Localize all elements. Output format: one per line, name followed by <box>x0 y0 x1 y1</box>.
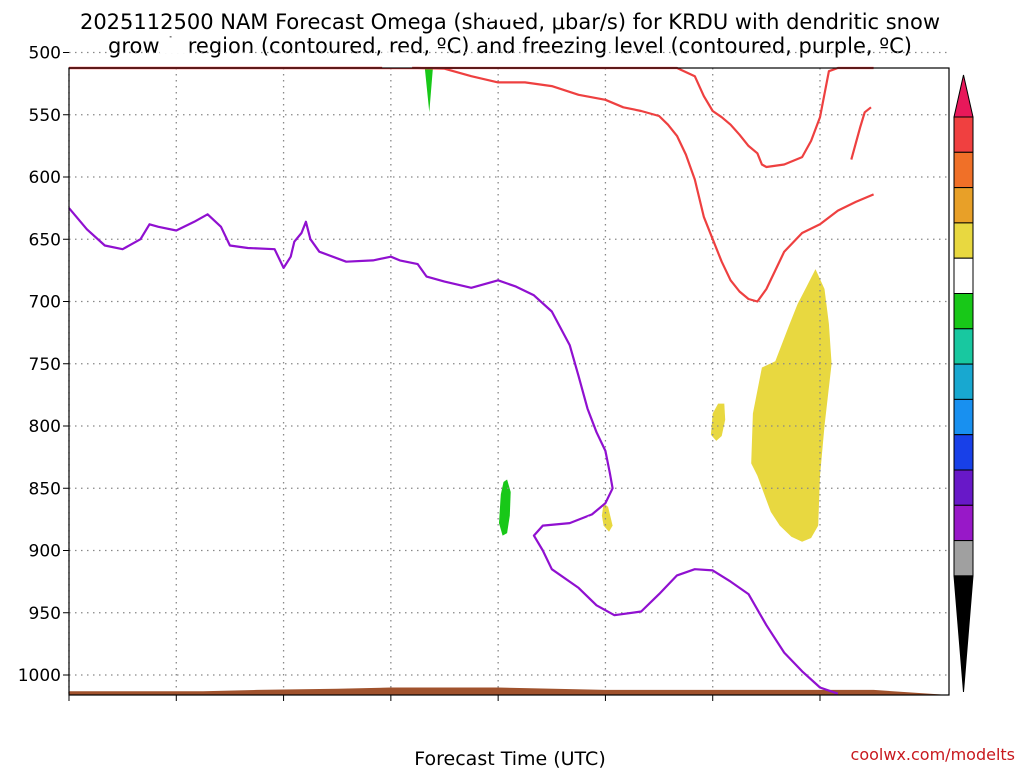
colorbar-box-11 <box>953 469 974 506</box>
colorbar-box-5 <box>953 257 974 295</box>
omega-region-1 <box>413 68 445 113</box>
plot-frame <box>68 67 950 696</box>
colorbar-box-10 <box>953 434 974 471</box>
colorbar-box-8 <box>953 363 974 400</box>
y-tick-label-800: 800 <box>29 417 61 437</box>
y-tick-label-600: 600 <box>29 168 61 188</box>
y-tick-label-850: 850 <box>29 479 61 499</box>
y-tick-label-1000: 1000 <box>18 666 61 686</box>
y-tick-label-450: 450 <box>29 0 61 1</box>
colorbar-box-7 <box>953 328 974 365</box>
y-tick-label-500: 500 <box>29 44 61 64</box>
colorbar <box>953 74 974 693</box>
freezing-label-bg-1 <box>235 253 250 270</box>
isotherm-label-bg-5 <box>680 267 711 284</box>
colorbar-box-13 <box>953 540 974 577</box>
isotherm-label-bg-3 <box>159 37 190 54</box>
y-tick-label-900: 900 <box>29 542 61 562</box>
colorbar-box-12 <box>953 504 974 542</box>
y-tick-label-950: 950 <box>29 604 61 624</box>
title-line-2: growth region (contoured, red, ºC) and f… <box>108 34 912 58</box>
y-tick-label-700: 700 <box>29 293 61 313</box>
colorbar-bottom-arrow <box>953 575 974 693</box>
colorbar-box-4 <box>953 222 974 259</box>
colorbar-box-3 <box>953 187 974 224</box>
freezing-level <box>68 207 839 695</box>
y-tick-label-550: 550 <box>29 106 61 126</box>
omega-shading <box>413 68 832 542</box>
colorbar-box-9 <box>953 398 974 436</box>
x-axis-label: Forecast Time (UTC) <box>414 748 605 768</box>
colorbar-box-6 <box>953 293 974 330</box>
freezing-line <box>68 207 839 695</box>
ground-polygon <box>69 687 949 695</box>
omega-region-5 <box>710 403 726 441</box>
isotherm-label-bg-2 <box>721 155 752 172</box>
colorbar-box-2 <box>953 151 974 189</box>
y-tick-label-750: 750 <box>29 355 61 375</box>
omega-region-2 <box>499 479 511 536</box>
omega-region-6 <box>601 503 613 532</box>
isotherm-line-6 <box>850 106 872 160</box>
credit-link[interactable]: coolwx.com/modelts <box>851 745 1015 764</box>
isotherm-label-bg-1 <box>489 3 520 20</box>
isotherm-label-bg-4 <box>382 52 413 69</box>
freezing-label-bg-2 <box>587 516 602 533</box>
axes: 2503003504004505005506006507007508008509… <box>18 0 950 701</box>
omega-region-4 <box>751 269 832 542</box>
y-tick-label-650: 650 <box>29 230 61 250</box>
colorbar-box-1 <box>953 116 974 153</box>
ground-fill <box>69 687 949 695</box>
freezing-label-bg-0 <box>136 255 151 272</box>
isotherm-label-bg-0 <box>275 0 306 13</box>
